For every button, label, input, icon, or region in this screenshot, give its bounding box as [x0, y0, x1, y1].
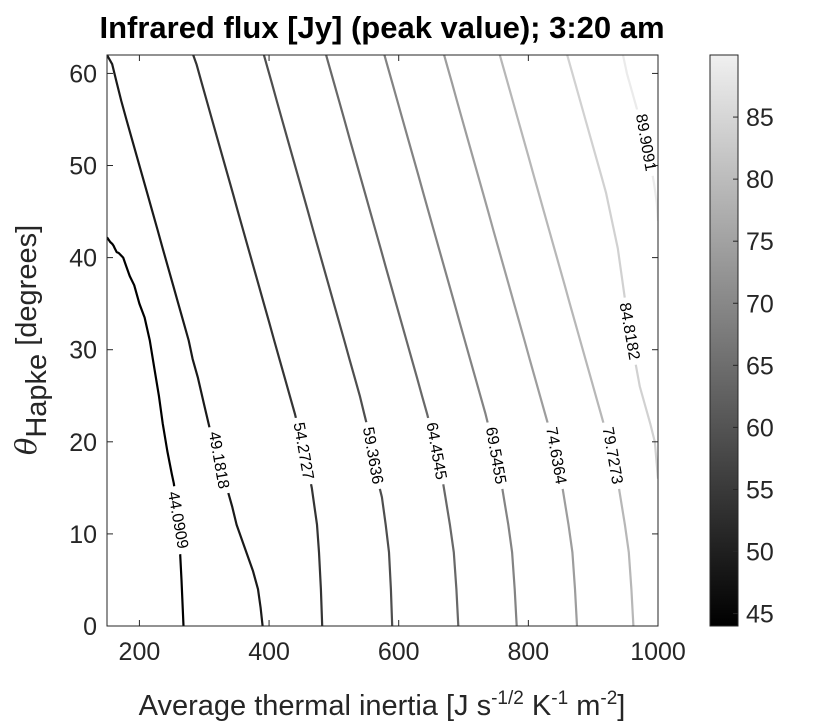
contour-label-bg [204, 424, 236, 496]
plot-area [107, 55, 658, 626]
contour-label-bg [597, 420, 630, 491]
y-tick-label: 30 [69, 337, 97, 365]
contour-label-bg [614, 295, 647, 367]
y-axis: 0 10 20 30 40 50 60 [69, 60, 658, 641]
colorbar-tick-label: 50 [746, 539, 774, 567]
contour-label-bg [163, 484, 195, 556]
colorbar-tick-label: 75 [746, 228, 774, 256]
colorbar-tick-label: 80 [746, 166, 774, 194]
contour-label-bg [541, 420, 573, 491]
y-tick-label: 20 [69, 429, 97, 457]
x-tick-label: 600 [378, 638, 420, 666]
colorbar-tick-label: 45 [746, 601, 774, 629]
contour-line [192, 55, 324, 626]
x-tick-label: 1000 [630, 638, 686, 666]
contour-line [107, 236, 185, 626]
contour-label-bg [631, 107, 663, 178]
y-tick-label: 50 [69, 153, 97, 181]
y-axis-label: θHapke [degrees] [9, 225, 53, 455]
contour-label-bg [421, 415, 454, 487]
x-axis-label: Average thermal inertia [J s-1/2 K-1 m-2… [139, 688, 626, 722]
y-tick-label: 60 [69, 60, 97, 88]
y-tick-label: 0 [83, 613, 97, 641]
contour-label-bg [288, 415, 321, 487]
chart-title: Infrared flux [Jy] (peak value); 3:20 am [99, 10, 664, 45]
colorbar-tick-label: 70 [746, 290, 774, 318]
colorbar-tick-label: 65 [746, 352, 774, 380]
colorbar-ticks: 45 50 55 60 65 70 75 80 85 [733, 104, 774, 629]
colorbar-tick-label: 60 [746, 414, 774, 442]
x-tick-label: 200 [119, 638, 161, 666]
contour-label-bg [358, 420, 390, 491]
colorbar-tick-label: 85 [746, 104, 774, 132]
plot-frame [106, 54, 659, 627]
contour-label-bg [481, 420, 513, 491]
x-tick-label: 800 [507, 638, 549, 666]
x-axis: 200 400 600 800 1000 [119, 55, 686, 666]
colorbar-tick-label: 55 [746, 476, 774, 504]
colorbar [709, 54, 739, 627]
y-tick-label: 40 [69, 245, 97, 273]
y-tick-label: 10 [69, 521, 97, 549]
x-tick-label: 400 [248, 638, 290, 666]
contour-line [107, 55, 264, 626]
contour-line [566, 55, 658, 479]
